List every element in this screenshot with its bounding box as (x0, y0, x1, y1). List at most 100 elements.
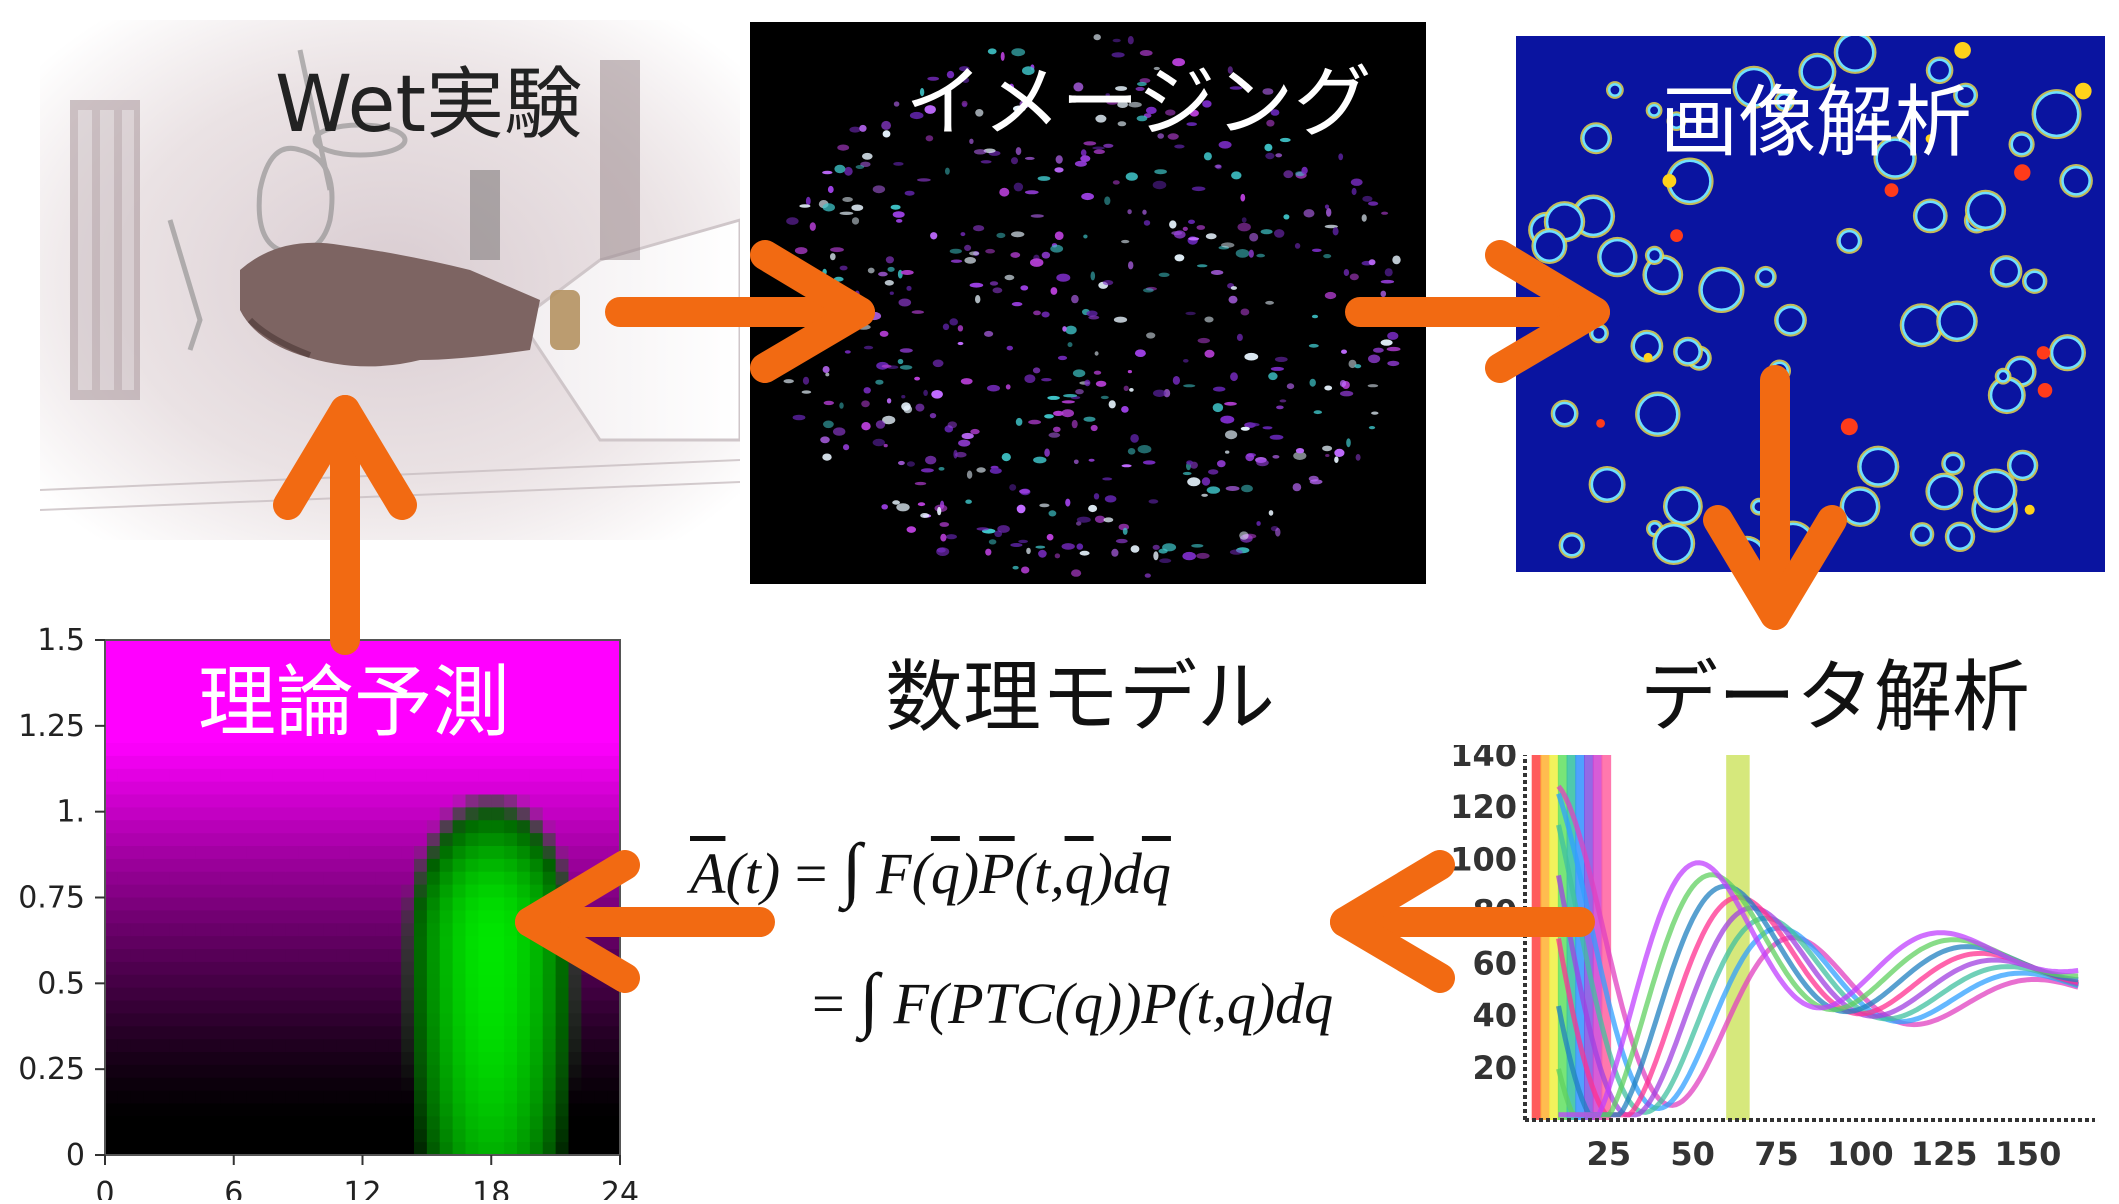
heatmap-cell (594, 846, 608, 860)
heatmap-cell (452, 640, 467, 654)
speckle (946, 70, 955, 79)
heatmap-cell (259, 640, 273, 654)
heatmap-cell (401, 1103, 415, 1117)
heatmap-cell (208, 743, 222, 757)
heatmap-cell (182, 781, 196, 796)
heatmap-cell (504, 1013, 518, 1027)
speckle (1145, 106, 1157, 114)
heatmap-cell (349, 820, 364, 834)
heatmap-cell (594, 704, 608, 718)
heatmap-cell (117, 781, 132, 796)
speckle (1323, 254, 1332, 259)
speckle (997, 525, 1010, 533)
speckle (881, 504, 888, 510)
speckle (1231, 171, 1242, 180)
heatmap-cell (233, 858, 248, 873)
speckle (1047, 395, 1060, 400)
heatmap-cell (182, 871, 196, 886)
speckle (1105, 93, 1110, 97)
heatmap-cell (465, 665, 479, 680)
speckle (985, 248, 995, 254)
heatmap-cell (542, 961, 557, 976)
speckle (1268, 510, 1274, 516)
heatmap-cell (517, 884, 531, 899)
heatmap-cell (478, 858, 492, 873)
heatmap-cell (298, 807, 312, 821)
heatmap-cell (581, 1064, 595, 1079)
heatmap-cell (568, 1142, 582, 1156)
heatmap-cell (414, 923, 428, 937)
heatmap-cell (414, 974, 428, 989)
heatmap-cell (272, 858, 286, 873)
heatmap-cell (504, 923, 518, 937)
heatmap-cell (246, 678, 261, 693)
heatmap-cell (311, 961, 325, 976)
heatmap-cell (517, 1064, 531, 1079)
heatmap-cell (117, 1026, 132, 1040)
heatmap-cell (555, 910, 570, 924)
heatmap-cell (323, 1142, 338, 1156)
cell-ring (1666, 111, 1687, 131)
speckle (1050, 287, 1058, 295)
speckle (984, 330, 994, 337)
heatmap-cell (607, 987, 621, 1002)
speckle (1354, 364, 1362, 369)
heatmap-cell (517, 743, 531, 757)
speckle (1041, 311, 1050, 318)
speckle (794, 247, 808, 255)
heatmap-cell (336, 846, 351, 860)
heatmap-cell (568, 846, 582, 860)
formula-line-1: A(t) = ∫ F(q)P(t,q)dq (690, 828, 1171, 911)
speckle (833, 276, 844, 282)
heatmap-cell (233, 1013, 248, 1027)
heatmap-cell (285, 871, 299, 886)
heatmap-cell (285, 1026, 299, 1040)
x-tick-label: 18 (472, 1176, 510, 1200)
speckle (851, 217, 860, 225)
heatmap-cell (555, 652, 570, 667)
heatmap-cell (517, 1039, 531, 1053)
heatmap-cell (220, 1129, 235, 1143)
heatmap-cell (105, 768, 119, 783)
heatmap-cell (156, 1013, 170, 1027)
heatmap-cell (272, 833, 286, 847)
speckle (1041, 251, 1051, 259)
heatmap-cell (349, 743, 364, 757)
heatmap-cell (478, 949, 492, 963)
speckle (792, 414, 806, 421)
heatmap-cell (130, 871, 145, 886)
speckle (1367, 384, 1379, 388)
heatmap-cell (491, 949, 505, 963)
heatmap-cell (362, 1090, 376, 1105)
heatmap-cell (195, 1090, 209, 1105)
heatmap-cell (156, 1077, 170, 1092)
series-line (1556, 894, 2079, 1118)
heatmap-cell (105, 987, 119, 1002)
heatmap-cell (504, 807, 518, 821)
heatmap-cell (478, 884, 492, 899)
heatmap-cell (336, 987, 351, 1002)
formula-line2-body: F(PTC(q))P(t,q)dq (893, 971, 1334, 1036)
speckle (862, 152, 873, 160)
speckle (816, 293, 823, 299)
speckle (1324, 204, 1330, 210)
heatmap-cell (169, 936, 183, 950)
heatmap-cell (362, 897, 376, 911)
heatmap-cell (426, 910, 441, 924)
heatmap-cell (439, 730, 454, 744)
speckle (1272, 455, 1280, 459)
heatmap-cell (465, 652, 479, 667)
speckle (976, 527, 989, 531)
speckle (923, 389, 928, 396)
heatmap-cell (517, 987, 531, 1002)
x-tick-label: 100 (1827, 1135, 1894, 1173)
speckle (949, 318, 958, 326)
cell-ring (1652, 522, 1696, 565)
heatmap-cell (156, 858, 170, 873)
heatmap-cell (169, 910, 183, 924)
heatmap-cell (452, 652, 467, 667)
speckle (1303, 209, 1315, 218)
heatmap-cell (555, 1000, 570, 1014)
heatmap-cell (542, 1039, 557, 1053)
heatmap-cell (220, 640, 235, 654)
